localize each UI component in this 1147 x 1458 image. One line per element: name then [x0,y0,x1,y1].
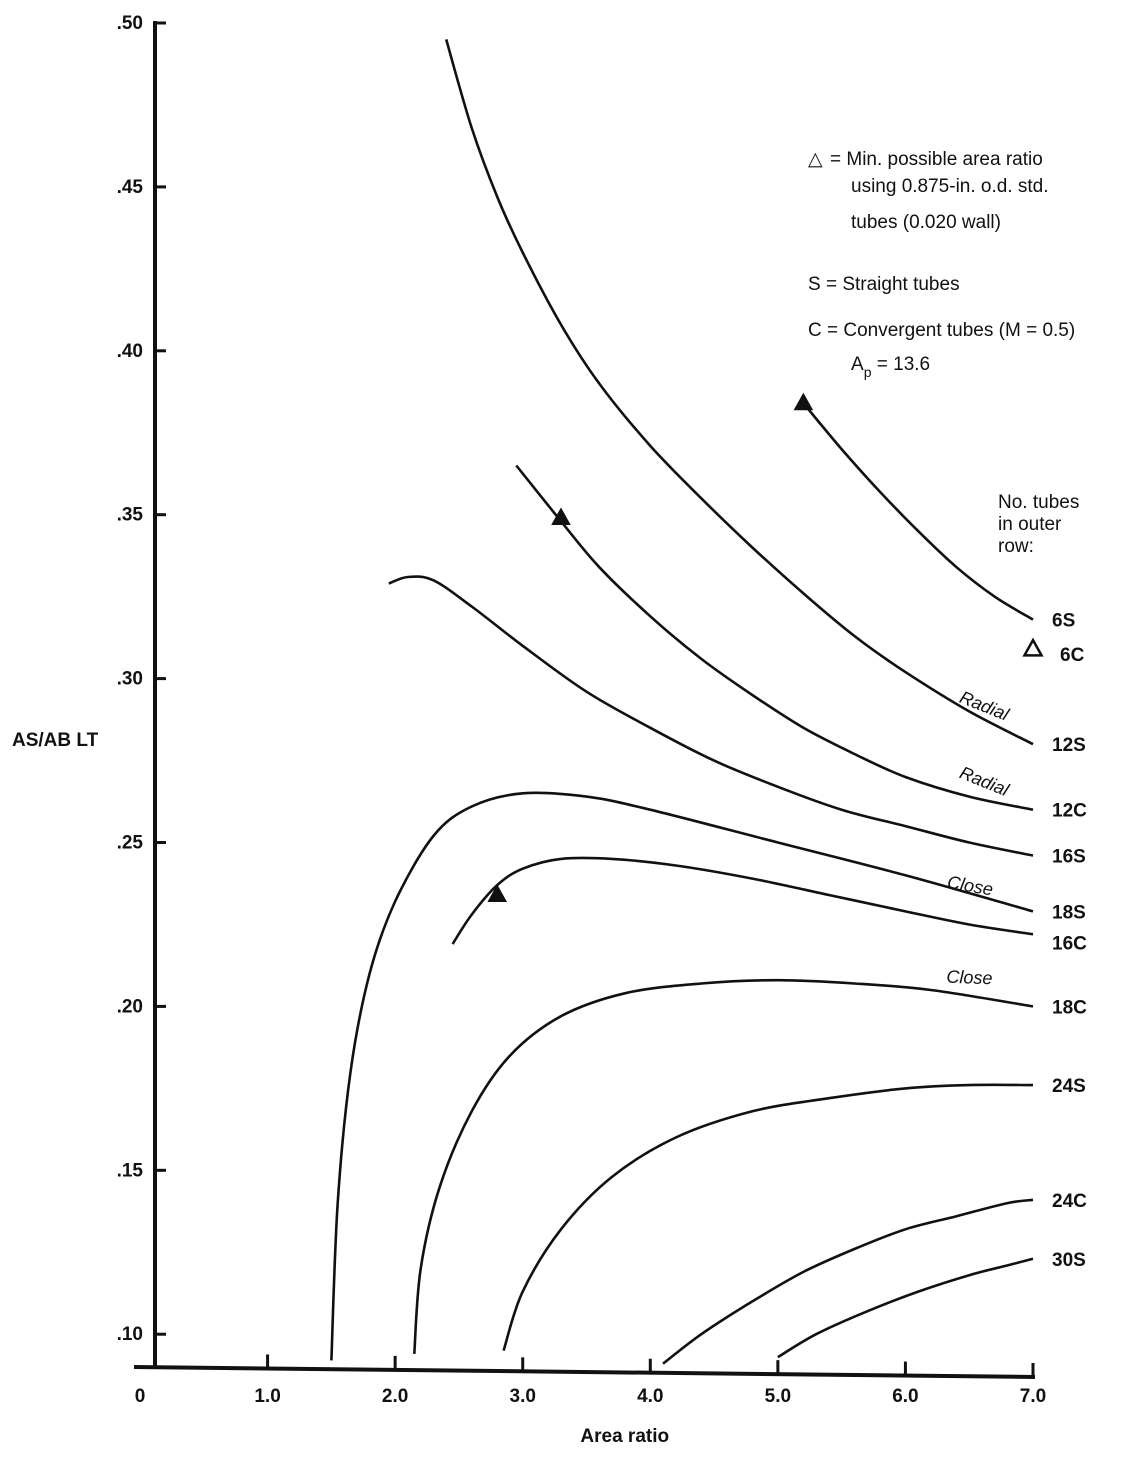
annotation-close-3: Close [946,967,993,989]
labels: 6S12S12C16S18S16C18C24S24C30S6CRadialRad… [946,611,1087,1271]
curve-16s [388,575,1034,857]
curve-label-16c: 16C [1052,933,1087,954]
axes: .10 .15 .20 .25 .30 .35 .40 .45 .50 0 1.0 2.0 3.0 4.0… [12,13,1046,1447]
triangle-marker-3 [1022,637,1044,657]
x-axis-line [133,1365,1036,1379]
legend-line-1: = Min. possible area ratio [830,149,1043,170]
curve-label-16s: 16S [1052,847,1086,868]
curve-18c [413,978,1034,1354]
curve-label-24c: 24C [1052,1191,1087,1212]
legend-line-2: using 0.875-in. o.d. std. [851,176,1049,197]
triangle-marker-1 [551,507,571,526]
y-axis-title: AS/AB LT [12,730,99,751]
curve-24c [662,1198,1034,1365]
y-tick-label: .20 [117,996,143,1017]
y-tick-label: .25 [117,833,144,854]
y-tick-label: .40 [117,341,143,362]
curves [330,39,1034,1365]
y-tick-label: .30 [117,669,143,690]
ap-label: Ap = 13.6 [851,354,930,380]
curve-16c [451,856,1034,945]
curve-30s [777,1257,1034,1359]
curve-24s [502,1083,1034,1352]
tubes-title-line-3: row: [998,536,1034,557]
tubes-title-line-1: No. tubes [998,492,1079,513]
curve-label-24s: 24S [1052,1076,1086,1097]
legend: △ = Min. possible area ratio using 0.875-i… [808,149,1079,557]
y-tick-label: .15 [117,1160,144,1181]
curve-12s [444,39,1034,746]
tubes-title-line-2: in outer [998,514,1062,535]
x-tick-label: 0 [135,1386,146,1407]
curve-6s [802,402,1034,621]
x-tick-label: 7.0 [1020,1386,1046,1407]
legend-triangle-symbol: △ [808,149,823,170]
annotation-close-2: Close [946,872,995,900]
x-tick-label: 3.0 [510,1386,536,1407]
x-tick-label: 4.0 [637,1386,663,1407]
triangle-marker-2 [487,884,508,903]
markers [487,392,1044,903]
y-tick-label: .45 [117,177,144,198]
legend-straight: S = Straight tubes [808,274,960,295]
x-tick-label: 1.0 [254,1386,280,1407]
legend-convergent: C = Convergent tubes (M = 0.5) [808,320,1075,341]
x-tick-label: 2.0 [382,1386,408,1407]
triangle-marker-0 [793,392,814,411]
legend-line-3: tubes (0.020 wall) [851,212,1001,233]
curve-label-6s: 6S [1052,611,1075,632]
y-axis-title-text: AS/AB LT [12,730,99,751]
x-tick-label: 5.0 [765,1386,791,1407]
curve-12c [515,464,1034,811]
x-axis-title: Area ratio [580,1426,669,1447]
curve-label-12c: 12C [1052,801,1087,822]
curve-label-6c: 6C [1060,645,1085,666]
curve-label-18s: 18S [1052,902,1086,923]
curve-18s [330,791,1034,1361]
curve-label-18c: 18C [1052,997,1087,1018]
curve-label-30s: 30S [1052,1250,1086,1271]
curve-label-12s: 12S [1052,735,1086,756]
y-tick-label: .35 [117,505,144,526]
x-tick-label: 6.0 [892,1386,918,1407]
y-tick-label: .50 [117,13,143,34]
y-tick-label: .10 [117,1324,143,1345]
